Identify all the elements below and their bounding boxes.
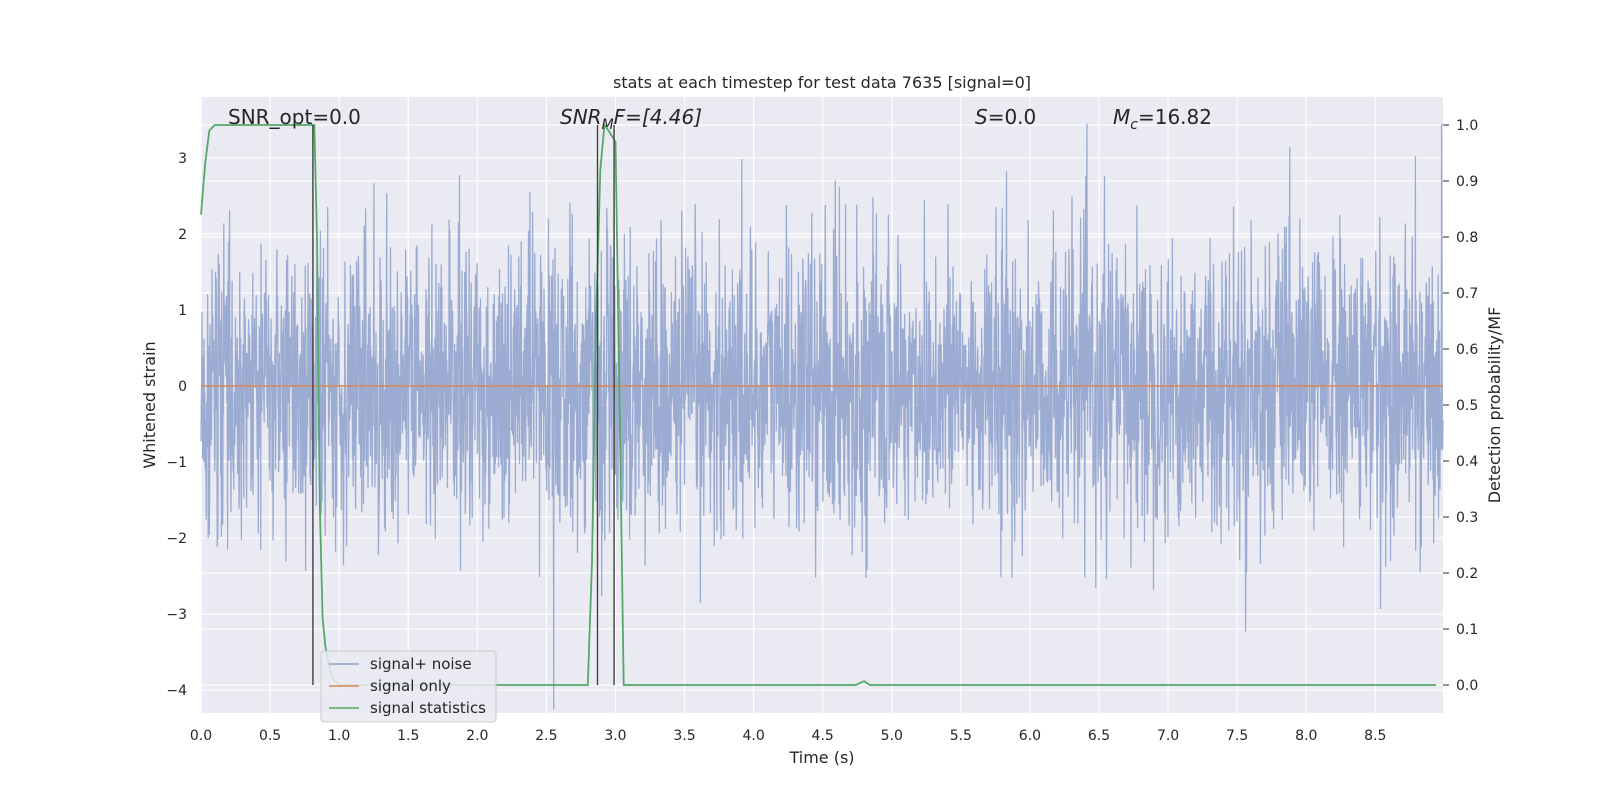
y-tick-label: 3 — [178, 151, 187, 167]
chart-title: stats at each timestep for test data 763… — [613, 73, 1031, 92]
x-tick-label: 0.0 — [190, 728, 212, 744]
x-tick-label: 4.0 — [742, 728, 764, 744]
y-tick-label: −2 — [166, 531, 187, 547]
legend-label-signal-only: signal only — [370, 677, 451, 695]
annotation-mc-sub: c — [1130, 117, 1138, 133]
x-axis-label: Time (s) — [788, 748, 854, 767]
x-axis-ticks: 0.0 0.5 1.0 1.5 2.0 2.5 3.0 3.5 4.0 4.5 5.0 5.5 6.0 6… — [190, 728, 1387, 744]
legend: signal+ noise signal only signal statist… — [320, 650, 497, 723]
annotation-mc: Mc=16.82 — [1113, 105, 1212, 133]
x-tick-label: 5.5 — [950, 728, 972, 744]
x-tick-label: 7.5 — [1226, 728, 1248, 744]
y2-tick-label: 0.3 — [1456, 510, 1478, 526]
y2-tick-label: 0.6 — [1456, 342, 1478, 358]
y2-tick-label: 0.8 — [1456, 230, 1478, 246]
x-tick-label: 7.0 — [1157, 728, 1179, 744]
y2-axis-ticks: 1.0 0.9 0.8 0.7 0.6 0.5 0.4 0.3 0.2 0.1 0.0 — [1443, 118, 1478, 694]
y-tick-label: 0 — [178, 379, 187, 395]
legend-box — [320, 650, 497, 723]
y2-tick-label: 0.1 — [1456, 622, 1478, 638]
y-tick-label: −4 — [166, 683, 187, 699]
y2-tick-label: 0.4 — [1456, 454, 1478, 470]
x-tick-label: 6.0 — [1019, 728, 1041, 744]
y2-tick-label: 0.9 — [1456, 174, 1478, 190]
annotation-snr-mf-main: SNR — [560, 105, 602, 129]
y-axis-ticks: 3 2 1 0 −1 −2 −3 −4 — [166, 151, 187, 699]
y2-tick-label: 0.0 — [1456, 678, 1478, 694]
x-tick-label: 8.0 — [1295, 728, 1317, 744]
x-tick-label: 0.5 — [259, 728, 281, 744]
annotation-snr-mf-sub: M — [602, 117, 614, 133]
y2-tick-label: 0.2 — [1456, 566, 1478, 582]
vertical-markers — [312, 125, 615, 685]
annotation-s-tail: =0.0 — [988, 105, 1037, 129]
annotation-s: S=0.0 — [975, 105, 1036, 129]
x-tick-label: 3.5 — [673, 728, 695, 744]
y2-tick-label: 0.7 — [1456, 286, 1478, 302]
legend-label-signal-statistics: signal statistics — [370, 699, 486, 717]
x-tick-label: 3.0 — [604, 728, 626, 744]
y2-tick-label: 1.0 — [1456, 118, 1478, 134]
series-signal-noise — [200, 123, 1444, 710]
annotation-s-main: S — [975, 105, 988, 129]
annotation-mc-main: M — [1113, 105, 1130, 129]
x-tick-label: 1.0 — [328, 728, 350, 744]
y2-axis-label: Detection probability/MF — [1485, 307, 1504, 504]
legend-label-signal-noise: signal+ noise — [370, 655, 472, 673]
x-tick-label: 8.5 — [1364, 728, 1386, 744]
x-tick-label: 5.0 — [881, 728, 903, 744]
y-tick-label: −1 — [166, 455, 187, 471]
x-tick-label: 2.0 — [466, 728, 488, 744]
annotation-mc-tail: =16.82 — [1138, 105, 1212, 129]
y-tick-label: −3 — [166, 607, 187, 623]
line-signal-noise — [200, 123, 1444, 710]
x-tick-label: 1.5 — [397, 728, 419, 744]
annotation-snr-mf: SNRMF=[4.46] — [560, 105, 702, 133]
series-signal-statistics — [200, 122, 1437, 686]
y-tick-label: 2 — [178, 227, 187, 243]
annotation-snr-mf-tail-f: F=[4.46] — [614, 105, 702, 129]
y-axis-label: Whitened strain — [140, 341, 159, 468]
x-tick-label: 4.5 — [812, 728, 834, 744]
line-signal-statistics — [200, 122, 1437, 686]
y-tick-label: 1 — [178, 303, 187, 319]
x-tick-label: 6.5 — [1088, 728, 1110, 744]
x-tick-label: 2.5 — [535, 728, 557, 744]
annotation-snr-opt: SNR_opt=0.0 — [228, 105, 361, 129]
y2-tick-label: 0.5 — [1456, 398, 1478, 414]
